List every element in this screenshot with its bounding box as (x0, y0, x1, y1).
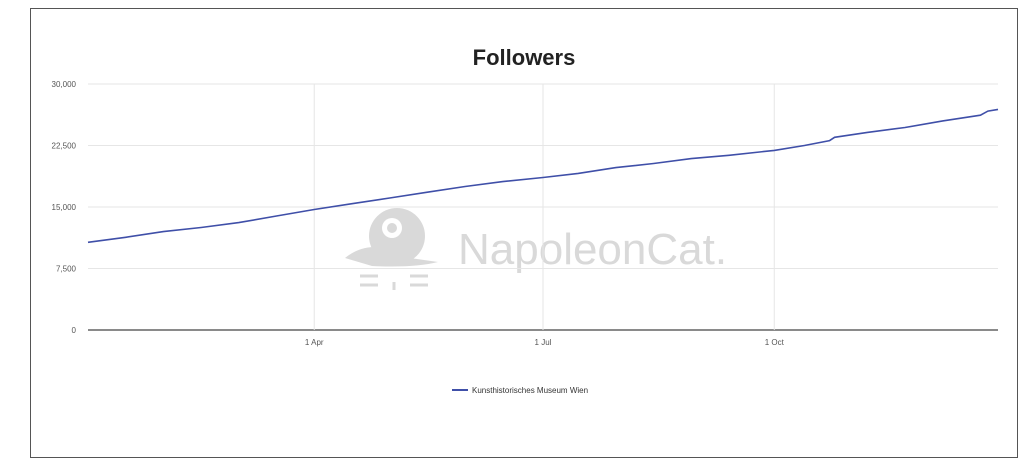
x-axis-ticks: 1 Apr 1 Jul 1 Oct (305, 338, 785, 347)
legend: Kunsthistorisches Museum Wien (452, 386, 588, 395)
x-tick-label: 1 Jul (535, 338, 552, 347)
watermark: NapoleonCat. (345, 208, 727, 290)
series-lines (87, 108, 999, 244)
cat-logo-icon (345, 208, 438, 290)
chart-frame: Followers (30, 8, 1018, 458)
x-tick-label: 1 Oct (765, 338, 785, 347)
series-line (87, 108, 999, 244)
x-tick-label: 1 Apr (305, 338, 324, 347)
y-tick-label: 0 (72, 326, 77, 335)
grid (88, 83, 998, 331)
y-axis-ticks: 0 7,500 15,000 22,500 30,000 (52, 80, 77, 335)
y-tick-label: 22,500 (52, 142, 77, 151)
watermark-text: NapoleonCat. (458, 225, 727, 274)
y-tick-label: 15,000 (52, 203, 77, 212)
chart-title: Followers (472, 45, 576, 70)
followers-chart: NapoleonCat. 0 7,500 15,000 22,500 30,000 1 … (52, 80, 999, 395)
y-tick-label: 7,500 (56, 265, 77, 274)
legend-label: Kunsthistorisches Museum Wien (472, 386, 588, 395)
y-tick-label: 30,000 (52, 80, 77, 89)
